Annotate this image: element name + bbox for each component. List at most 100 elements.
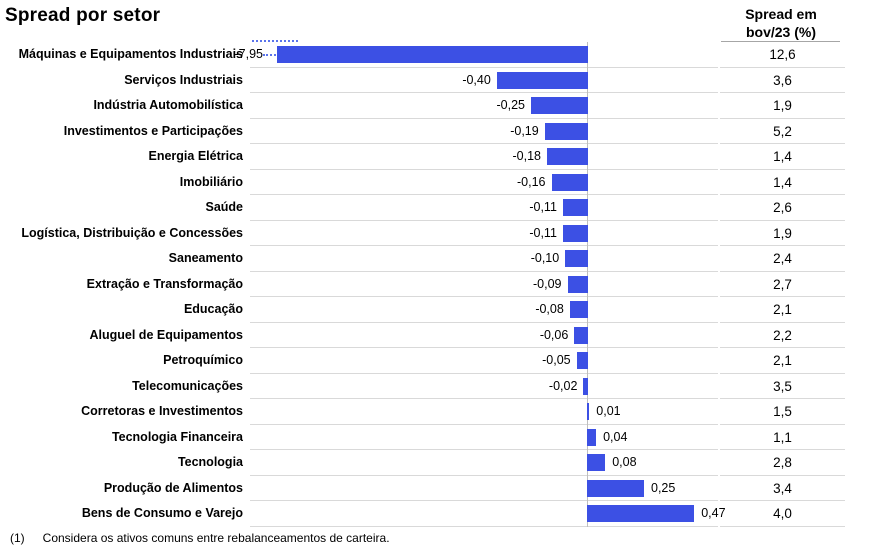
spread-value-label: -0,08	[535, 302, 564, 317]
spread-value-label: -0,10	[530, 251, 560, 266]
spread-value-label: -0,16	[517, 174, 546, 189]
sector-label: Logística, Distribuição e Concessões	[21, 225, 243, 240]
bar-track: -0,05	[250, 348, 718, 374]
sector-label: Telecomunicações	[132, 378, 243, 393]
spread-value-label: 0,25	[651, 480, 676, 495]
spread-value-label: -0,11	[529, 225, 557, 240]
spread-value-label: 0,01	[596, 404, 621, 419]
bov-value: 2,2	[720, 323, 845, 349]
table-row: Produção de Alimentos 0,25 3,4	[0, 476, 885, 502]
table-row: Telecomunicações -0,02 3,5	[0, 374, 885, 400]
table-row: Bens de Consumo e Varejo 0,47 4,0	[0, 501, 885, 527]
spread-bar	[562, 224, 588, 242]
bov-value: 2,4	[720, 246, 845, 272]
spread-value-label: -7,95	[234, 47, 264, 61]
sector-label: Corretoras e Investimentos	[81, 404, 243, 419]
table-row: Energia Elétrica -0,18 1,4	[0, 144, 885, 170]
footnote-text: Considera os ativos comuns entre rebalan…	[42, 531, 390, 545]
right-header-underline	[721, 41, 840, 42]
bar-track: -0,06	[250, 323, 718, 349]
spread-bar	[565, 250, 588, 268]
spread-bar	[277, 46, 588, 63]
bov-value: 2,1	[720, 297, 845, 323]
sector-label: Máquinas e Equipamentos Industriais	[18, 47, 243, 61]
table-row: Saneamento -0,10 2,4	[0, 246, 885, 272]
table-row: Logística, Distribuição e Concessões -0,1…	[0, 221, 885, 247]
chart-title: Spread por setor	[5, 5, 161, 26]
spread-bar	[569, 301, 588, 319]
bov-value: 1,9	[720, 93, 845, 119]
spread-bar	[587, 403, 590, 421]
table-row: Investimentos e Participações -0,19 5,2	[0, 119, 885, 145]
bov-value: 1,9	[720, 221, 845, 247]
spread-bar	[562, 199, 588, 217]
spread-bar	[531, 97, 588, 115]
sector-label: Saneamento	[168, 251, 243, 266]
table-row: Tecnologia Financeira 0,04 1,1	[0, 425, 885, 451]
bar-track: -0,25	[250, 93, 718, 119]
table-row: Extração e Transformação -0,09 2,7	[0, 272, 885, 298]
sector-label: Bens de Consumo e Varejo	[81, 506, 243, 521]
bov-value: 3,4	[720, 476, 845, 502]
sector-label: Aluguel de Equipamentos	[89, 327, 244, 342]
spread-bar	[587, 428, 597, 446]
bov-value: 3,6	[720, 68, 845, 94]
bar-track: -0,11	[250, 221, 718, 247]
spread-value-label: 0,47	[701, 506, 726, 521]
sector-label: Tecnologia	[177, 455, 243, 470]
axis-break-dots-mid	[263, 54, 276, 56]
bar-track: 0,47	[250, 501, 726, 527]
bov-value: 1,5	[720, 399, 845, 425]
bov-value: 1,4	[720, 144, 845, 170]
sector-label: Tecnologia Financeira	[111, 429, 243, 444]
bar-track: 0,08	[250, 450, 718, 476]
spread-value-label: -0,19	[510, 123, 539, 138]
table-row: Indústria Automobilística -0,25 1,9	[0, 93, 885, 119]
bov-value: 2,1	[720, 348, 845, 374]
spread-value-label: -0,25	[496, 98, 526, 113]
spread-value-label: -0,05	[542, 353, 571, 368]
bar-track: -0,08	[250, 297, 718, 323]
spread-bar	[496, 71, 588, 89]
table-row: Tecnologia 0,08 2,8	[0, 450, 885, 476]
footnote-marker: (1)	[10, 531, 25, 545]
table-row: Educação -0,08 2,1	[0, 297, 885, 323]
spread-value-label: 0,04	[603, 429, 628, 444]
sector-label: Imobiliário	[179, 174, 243, 189]
spread-value-label: -0,06	[539, 327, 569, 342]
bar-track: -0,16	[250, 170, 718, 196]
spread-bar	[587, 479, 644, 497]
bar-track: -0,02	[250, 374, 718, 400]
bar-track: -0,11	[250, 195, 718, 221]
sector-label: Educação	[183, 302, 243, 317]
sector-label: Petroquímico	[163, 353, 243, 368]
spread-bar	[587, 454, 606, 472]
sector-label: Energia Elétrica	[148, 149, 244, 164]
chart-rows: Máquinas e Equipamentos Industriais -7,95…	[0, 40, 885, 527]
spread-bar	[583, 377, 588, 395]
bar-track: -0,09	[250, 272, 718, 298]
spread-bar	[551, 173, 588, 191]
bov-value: 12,6	[720, 42, 845, 68]
spread-bar	[576, 352, 588, 370]
sector-label: Serviços Industriais	[124, 72, 243, 87]
bar-track: -0,18	[250, 144, 718, 170]
spread-value-label: -0,40	[462, 72, 491, 87]
sector-label: Investimentos e Participações	[63, 123, 243, 138]
sector-label: Indústria Automobilística	[93, 98, 243, 113]
table-row: Aluguel de Equipamentos -0,06 2,2	[0, 323, 885, 349]
bov-value: 5,2	[720, 119, 845, 145]
bar-track: -0,10	[250, 246, 718, 272]
spread-bar	[544, 122, 588, 140]
bar-track: 0,25	[250, 476, 718, 502]
table-row: Saúde -0,11 2,6	[0, 195, 885, 221]
spread-value-label: -0,11	[529, 200, 557, 215]
bar-track: -0,19	[250, 119, 718, 145]
sector-label: Extração e Transformação	[86, 276, 243, 291]
spread-bar	[567, 275, 588, 293]
table-row: Serviços Industriais -0,40 3,6	[0, 68, 885, 94]
bar-track: -7,95	[235, 40, 718, 68]
spread-value-label: -0,18	[512, 149, 542, 164]
bar-track: 0,04	[250, 425, 718, 451]
